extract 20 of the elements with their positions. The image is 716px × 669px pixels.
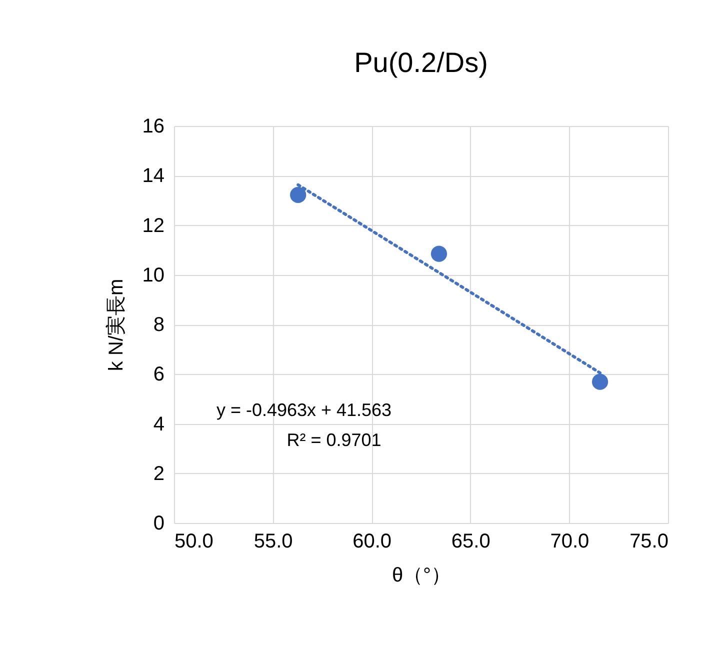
annotation: R² = 0.9701: [286, 430, 382, 450]
x-tick-label: 75.0: [630, 530, 668, 552]
y-tick-label: 8: [153, 314, 164, 336]
y-tick-label: 12: [142, 214, 164, 237]
x-axis-title: θ（°）: [392, 564, 452, 586]
y-tick-label: 0: [153, 512, 164, 534]
x-tick-label: 55.0: [254, 530, 293, 552]
x-tick-label: 65.0: [451, 530, 490, 552]
y-axis-title: k N/実長m: [104, 278, 128, 372]
chart-title: Pu(0.2/Ds): [354, 47, 488, 78]
x-tick-label: 70.0: [550, 530, 590, 552]
y-tick-label: 6: [153, 364, 164, 386]
y-tick-label: 10: [142, 264, 164, 286]
y-tick-label: 14: [142, 165, 164, 188]
y-tick-label: 4: [153, 413, 164, 436]
y-tick-label: 16: [142, 116, 164, 138]
x-tick-label: 60.0: [352, 530, 392, 552]
x-tick-label: 50.0: [174, 530, 214, 552]
annotation: y = -0.4963x + 41.563: [216, 400, 392, 420]
y-tick-label: 2: [153, 462, 164, 485]
